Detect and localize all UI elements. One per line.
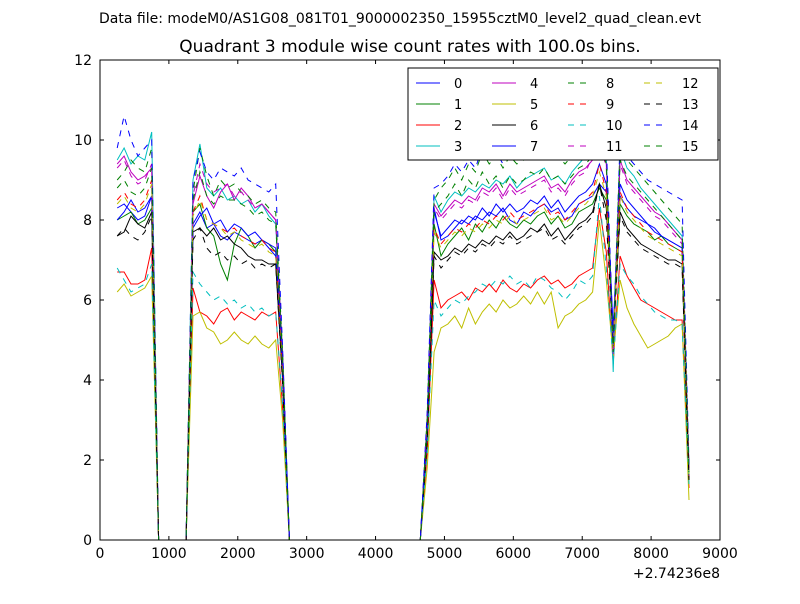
y-tick-label: 4 xyxy=(83,373,92,389)
legend-label-5: 5 xyxy=(530,98,538,113)
x-tick-label: 2000 xyxy=(220,546,256,562)
series-line-5 xyxy=(116,219,690,540)
y-tick-label: 12 xyxy=(74,53,92,69)
legend-label-2: 2 xyxy=(454,119,462,134)
ticks-layer: 0 1000 2000 3000 4000 5000 6000 7000 8000 9000 0 2 4… xyxy=(74,53,738,562)
series-line-13 xyxy=(116,183,690,540)
legend-label-6: 6 xyxy=(530,119,538,134)
series-line-0 xyxy=(116,183,690,540)
y-tick-label: 6 xyxy=(83,293,92,309)
legend-label-9: 9 xyxy=(606,98,614,113)
series-line-10 xyxy=(116,195,690,540)
x-tick-label: 3000 xyxy=(289,546,325,562)
legend-label-3: 3 xyxy=(454,140,462,155)
legend-label-7: 7 xyxy=(530,140,538,155)
chart-title: Quadrant 3 module wise count rates with … xyxy=(179,37,640,57)
series-line-6 xyxy=(116,182,690,540)
series-line-2 xyxy=(117,207,690,540)
series-line-1 xyxy=(116,186,690,540)
x-offset-label: +2.74236e8 xyxy=(633,566,720,582)
x-tick-label: 0 xyxy=(96,546,105,562)
y-tick-label: 8 xyxy=(83,213,92,229)
legend-label-4: 4 xyxy=(530,77,538,92)
x-tick-label: 7000 xyxy=(564,546,600,562)
series-line-12 xyxy=(116,170,690,540)
x-tick-label: 9000 xyxy=(702,546,738,562)
legend-label-10: 10 xyxy=(606,119,623,134)
series-line-11 xyxy=(116,138,690,540)
legend-label-12: 12 xyxy=(682,77,699,92)
series-line-15 xyxy=(116,142,690,540)
suptitle: Data file: modeM0/AS1G08_081T01_90000023… xyxy=(99,11,701,27)
legend-label-0: 0 xyxy=(454,77,462,92)
y-tick-label: 10 xyxy=(74,133,92,149)
legend-label-11: 11 xyxy=(606,140,623,155)
series-line-9 xyxy=(116,163,690,540)
legend-box xyxy=(407,67,719,161)
x-tick-label: 6000 xyxy=(496,546,532,562)
series-layer xyxy=(116,115,690,540)
x-tick-label: 8000 xyxy=(633,546,669,562)
series-line-8 xyxy=(116,131,690,540)
legend-label-13: 13 xyxy=(682,98,699,113)
series-line-7 xyxy=(116,162,690,540)
y-tick-label: 2 xyxy=(83,453,92,469)
y-tick-label: 0 xyxy=(83,533,92,549)
x-tick-label: 1000 xyxy=(151,546,187,562)
legend-label-14: 14 xyxy=(682,119,699,134)
legend-label-1: 1 xyxy=(454,98,462,113)
x-tick-label: 5000 xyxy=(427,546,463,562)
legend-label-8: 8 xyxy=(606,77,614,92)
legend-label-15: 15 xyxy=(682,140,699,155)
x-tick-label: 4000 xyxy=(358,546,394,562)
